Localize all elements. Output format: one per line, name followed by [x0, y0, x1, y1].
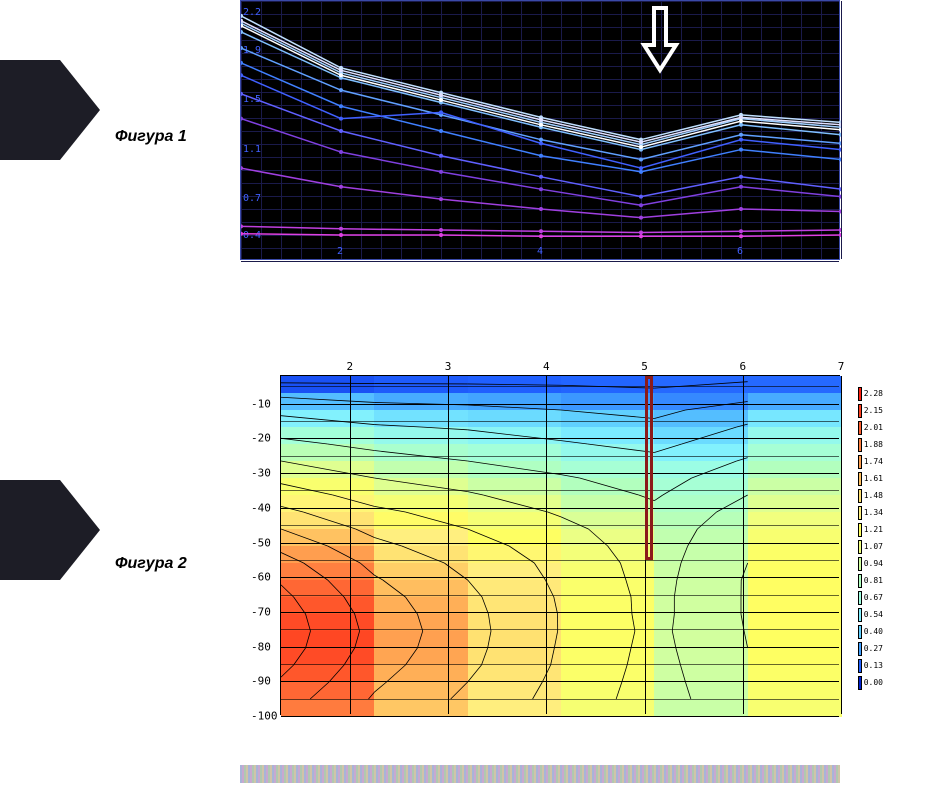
heatmap-chart: 234567-10-20-30-40-50-60-70-80-90-100 2.… [280, 375, 900, 735]
figure-1-label: Фигура 1 [115, 128, 187, 146]
section-marker-2 [0, 480, 60, 580]
color-legend: 2.282.152.011.881.741.611.481.341.211.07… [858, 385, 883, 691]
noise-strip [240, 765, 840, 783]
figure-2-label: Фигура 2 [115, 555, 187, 573]
down-arrow-indicator [640, 5, 680, 75]
anomaly-marker [645, 376, 653, 560]
line-chart: 0.40.71.11.51.92.2246 [240, 0, 840, 260]
section-marker-1 [0, 60, 60, 160]
